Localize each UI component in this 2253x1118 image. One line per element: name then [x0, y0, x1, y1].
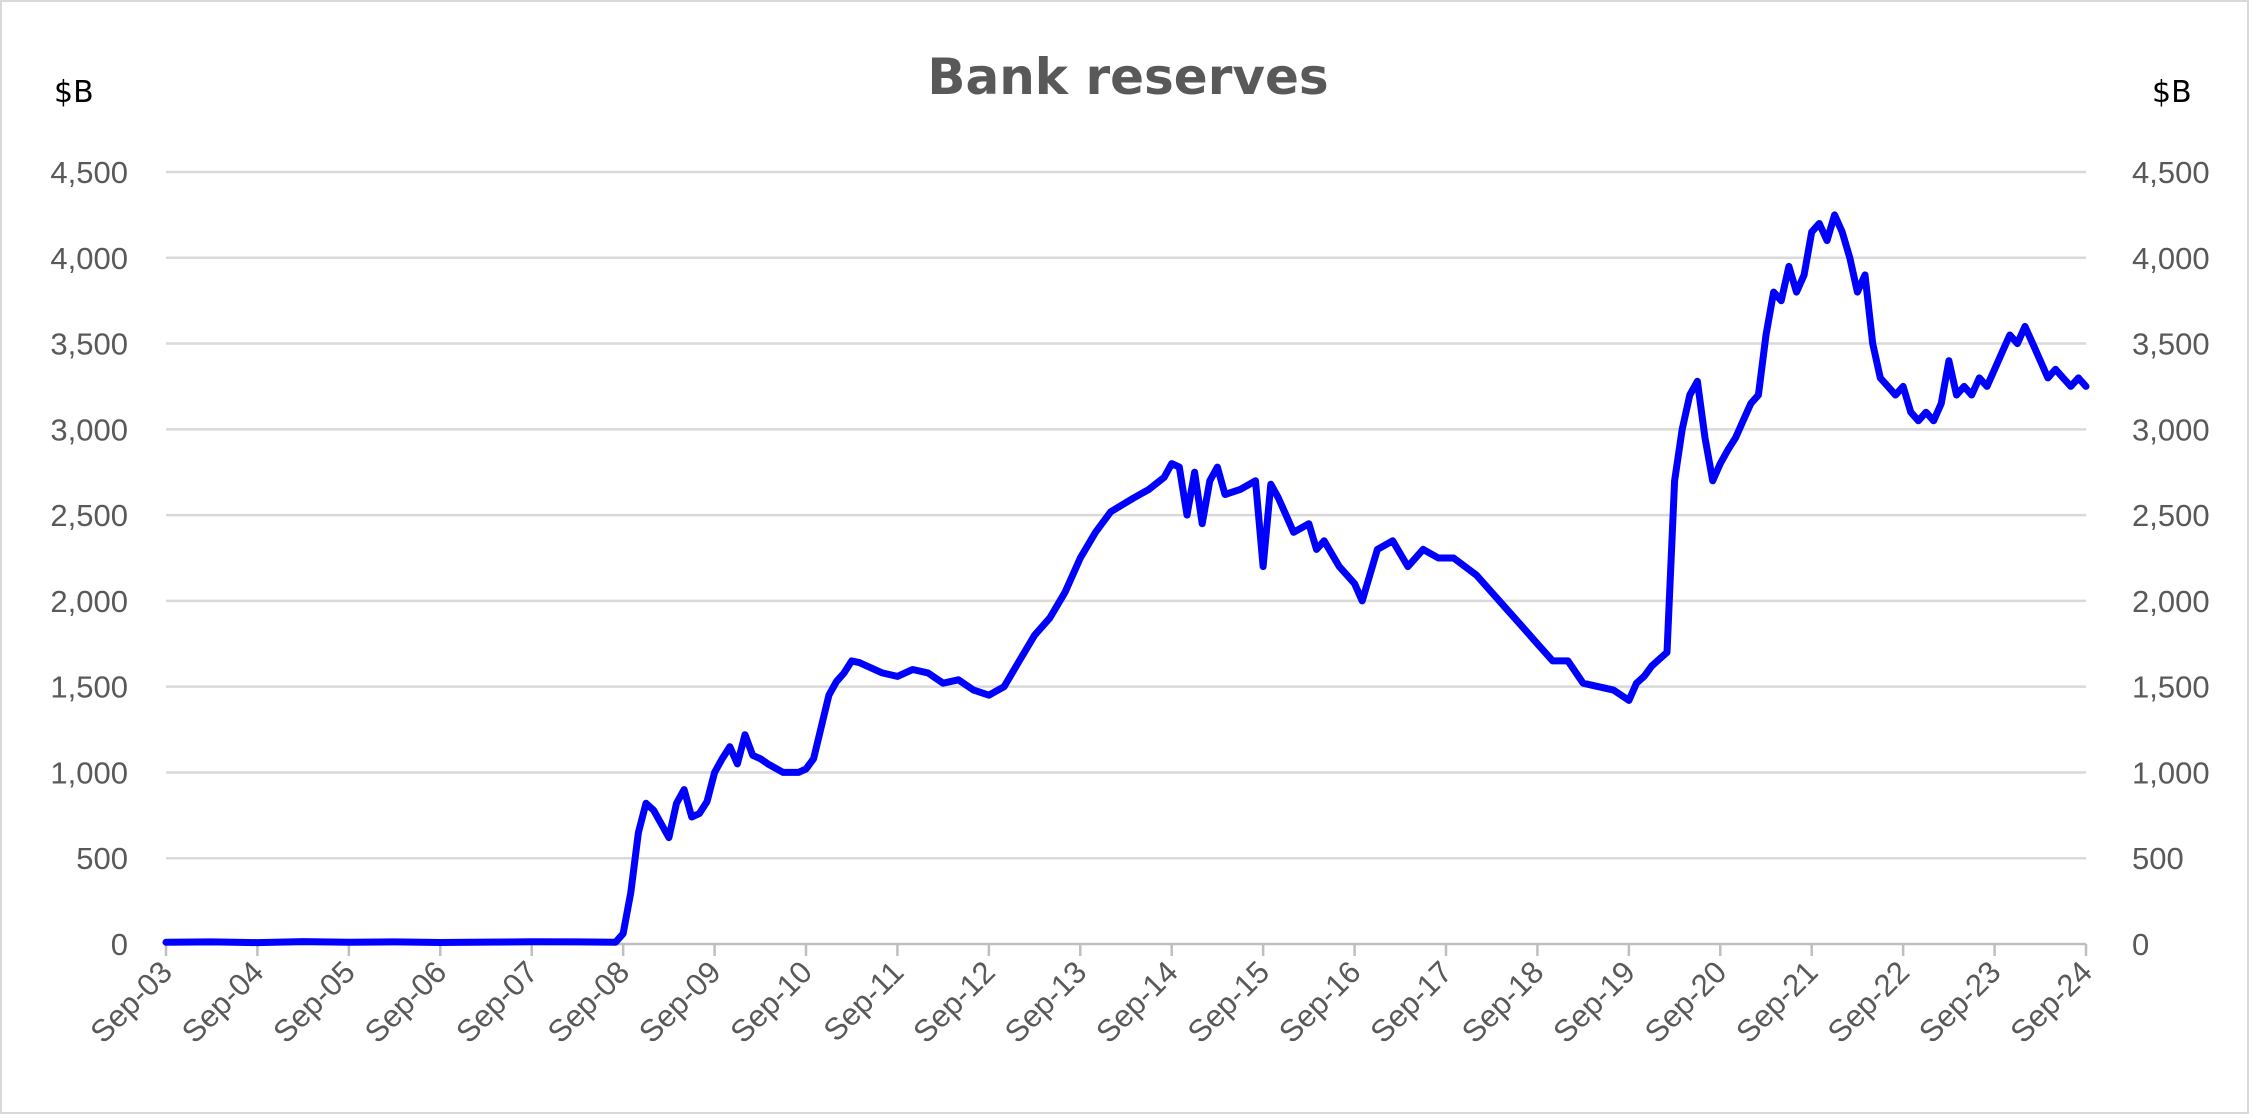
right-y-axis: 0 500 1,000 1,500 2,000 2,500 3,000 3,500 4,000 4… [2132, 155, 2210, 962]
x-tick-label: Sep-04 [175, 954, 270, 1049]
y-tick-label-left: 1,000 [50, 755, 128, 790]
x-tick-label: Sep-08 [541, 954, 636, 1049]
y-tick-label-left: 4,000 [50, 241, 128, 276]
y-tick-label-left: 1,500 [50, 670, 128, 705]
x-tick-label: Sep-12 [906, 954, 1001, 1049]
x-tick-label: Sep-20 [1638, 954, 1733, 1049]
x-tick-label: Sep-24 [2004, 954, 2099, 1049]
x-tick-label: Sep-15 [1181, 954, 1276, 1049]
x-tick-label: Sep-03 [84, 954, 179, 1049]
y-tick-label-right: 4,000 [2132, 241, 2210, 276]
gridlines [166, 170, 2086, 860]
y-tick-label-left: 3,500 [50, 327, 128, 362]
y-tick-label-right: 3,000 [2132, 412, 2210, 447]
chart-title: Bank reserves [927, 48, 1328, 106]
x-tick-label: Sep-18 [1455, 954, 1550, 1049]
x-tick-label: Sep-22 [1821, 954, 1916, 1049]
x-tick-label: Sep-19 [1546, 954, 1641, 1049]
x-tick-label: Sep-10 [724, 954, 819, 1049]
x-tick-label: Sep-14 [1089, 954, 1184, 1049]
x-axis: Sep-03Sep-04Sep-05Sep-06Sep-07Sep-08Sep-… [84, 942, 2099, 1050]
y-tick-label-right: 3,500 [2132, 327, 2210, 362]
y-tick-label-left: 0 [111, 927, 128, 962]
y-tick-label-left: 3,000 [50, 412, 128, 447]
y-tick-label-left: 2,500 [50, 498, 128, 533]
y-tick-label-right: 1,500 [2132, 670, 2210, 705]
y-tick-label-right: 2,500 [2132, 498, 2210, 533]
x-tick-label: Sep-23 [1912, 954, 2007, 1049]
x-tick-label: Sep-05 [266, 954, 361, 1049]
y-tick-label-right: 500 [2132, 841, 2184, 876]
x-tick-label: Sep-11 [817, 954, 911, 1048]
x-tick-label: Sep-06 [358, 954, 453, 1049]
x-tick-label: Sep-07 [449, 954, 544, 1049]
left-axis-unit: $B [54, 75, 94, 110]
y-tick-label-left: 500 [76, 841, 128, 876]
series-line-bank-reserves [162, 211, 2090, 947]
right-axis-unit: $B [2152, 75, 2192, 110]
x-tick-label: Sep-13 [998, 954, 1093, 1049]
y-tick-label-left: 2,000 [50, 584, 128, 619]
x-tick-label: Sep-17 [1364, 954, 1459, 1049]
x-tick-label: Sep-21 [1729, 954, 1824, 1049]
y-tick-label-right: 2,000 [2132, 584, 2210, 619]
series-layer [162, 211, 2090, 947]
x-tick-label: Sep-09 [632, 954, 727, 1049]
y-tick-label-right: 0 [2132, 927, 2149, 962]
y-tick-label-right: 4,500 [2132, 155, 2210, 190]
x-tick-label: Sep-16 [1272, 954, 1367, 1049]
left-y-axis: 0 500 1,000 1,500 2,000 2,500 3,000 3,500 4,000 4… [50, 155, 128, 962]
y-tick-label-left: 4,500 [50, 155, 128, 190]
y-tick-label-right: 1,000 [2132, 755, 2210, 790]
